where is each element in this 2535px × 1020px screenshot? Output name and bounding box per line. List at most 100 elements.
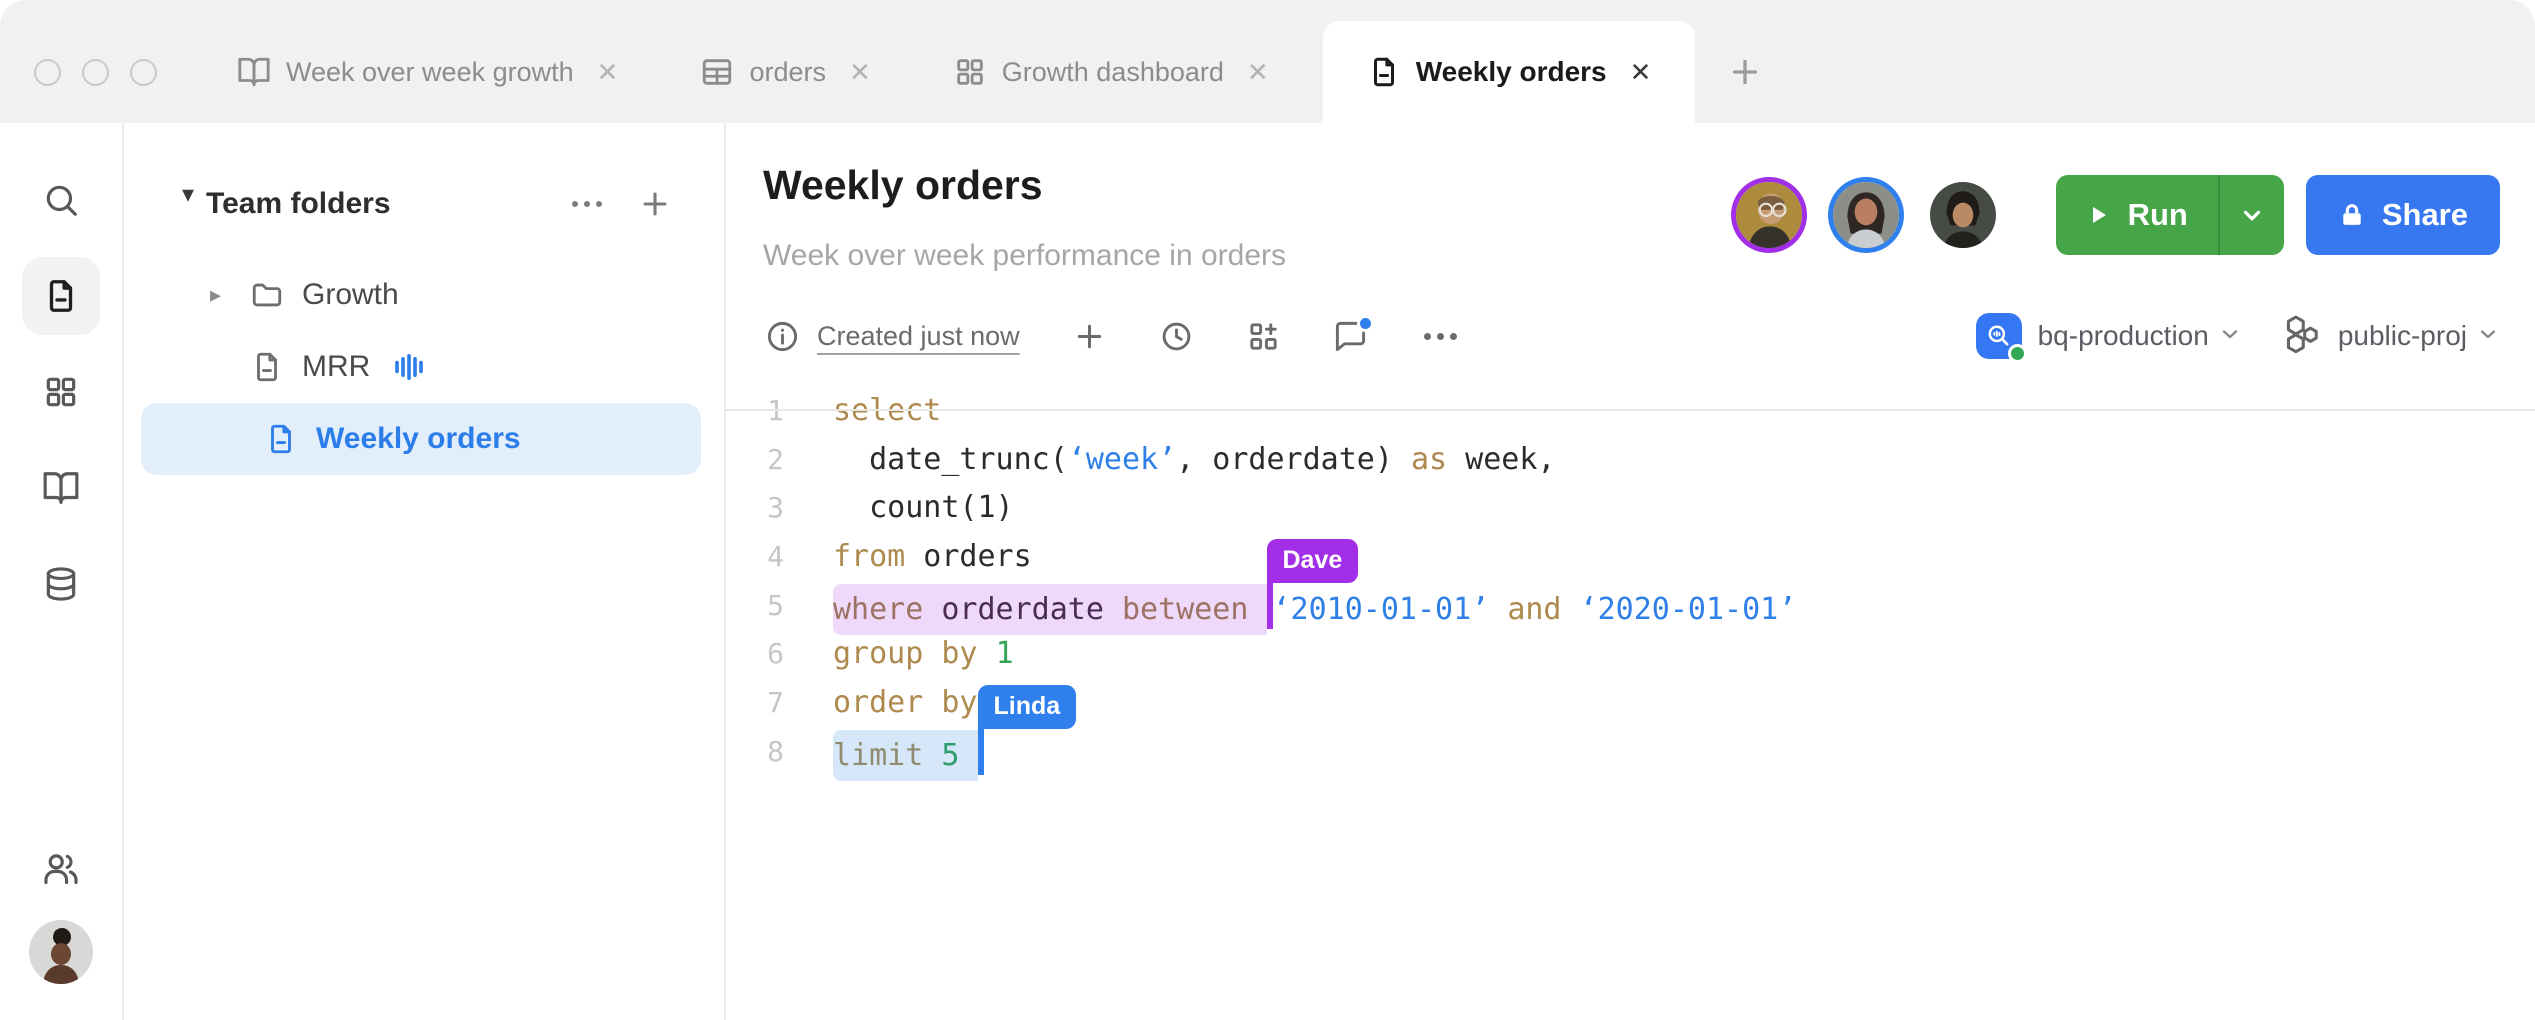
plus-icon [1077, 324, 1101, 348]
search-button[interactable] [22, 161, 100, 239]
chevron-down-icon[interactable]: ▾ [182, 181, 195, 208]
history-button[interactable] [1159, 319, 1194, 354]
tree-item-mrr[interactable]: MRR [124, 331, 724, 403]
code-token: count(1) [833, 490, 1014, 526]
activity-bars-icon [395, 353, 424, 381]
run-button[interactable]: Run [2056, 175, 2218, 255]
table-icon [703, 59, 732, 85]
line-number: 5 [767, 588, 784, 622]
grid-icon [46, 377, 76, 407]
tree-item-growth[interactable]: ▸ Growth [124, 259, 724, 331]
window-controls[interactable] [34, 21, 157, 123]
tab-bar: Week over week growth ✕ orders ✕ Growth … [0, 0, 2535, 123]
code-token [923, 729, 942, 781]
grid-plus-icon [1249, 322, 1277, 350]
code-line[interactable]: 3 count(1) [726, 484, 2535, 533]
code-line[interactable]: 8 limit 5 Linda [726, 684, 2535, 781]
project-name[interactable]: public-proj [2337, 320, 2467, 351]
library-button[interactable] [22, 449, 100, 527]
collaborator-avatars [1735, 182, 1996, 248]
unread-comments-badge [1356, 314, 1374, 332]
add-block-button[interactable] [1072, 319, 1107, 354]
current-user-avatar[interactable] [29, 920, 93, 984]
tab-growth-dashboard[interactable]: Growth dashboard ✕ [925, 21, 1297, 123]
comments-button[interactable] [1333, 314, 1374, 354]
dashboard-grid-icon [957, 59, 983, 85]
doc-subtitle[interactable]: Week over week performance in orders [763, 239, 1287, 272]
tree-header[interactable]: ▾ Team folders [124, 180, 724, 227]
code-line[interactable]: 1 select [726, 387, 2535, 436]
close-icon[interactable]: ✕ [596, 56, 619, 87]
tab-weekly-orders[interactable]: Weekly orders ✕ [1322, 21, 1696, 123]
chevron-down-icon[interactable] [2476, 322, 2500, 351]
tree-add-button[interactable] [638, 187, 672, 221]
avatar-linda[interactable] [1832, 182, 1899, 248]
line-number: 4 [767, 540, 784, 574]
doc-title[interactable]: Weekly orders [763, 162, 1043, 208]
created-status-link[interactable]: Created just now [817, 320, 1020, 351]
document-pane: Weekly orders Week over week performance… [726, 123, 2535, 1020]
close-icon[interactable]: ✕ [848, 56, 871, 87]
code-token: orders [905, 539, 1032, 575]
more-options-button[interactable] [1423, 332, 1457, 340]
folder-tree: ▾ Team folders ▸ Growth MRR [124, 123, 726, 1020]
code-line[interactable]: 2 date_trunc(‘week’, orderdate) as week, [726, 436, 2535, 485]
share-label: Share [2381, 197, 2468, 232]
share-button[interactable]: Share [2305, 175, 2500, 255]
window-close-control[interactable] [34, 58, 61, 86]
book-open-icon [43, 472, 79, 504]
chevron-down-icon[interactable] [2218, 322, 2242, 351]
tree-item-weekly-orders[interactable]: Weekly orders [141, 403, 701, 475]
new-tab-button[interactable] [1727, 21, 1763, 123]
code-area: 1 select 2 date_trunc(‘week’, orderdate) a… [726, 387, 2535, 781]
avatar-photo [1735, 182, 1802, 248]
collab-cursor-label-dave: Dave [1266, 538, 1359, 583]
members-button[interactable] [22, 830, 100, 908]
window-minimize-control[interactable] [82, 58, 109, 86]
code-text: order by [833, 679, 978, 728]
connection-controls: bq-production public-proj [1975, 313, 2500, 363]
code-text: limit 5 Linda [833, 684, 1077, 781]
code-line[interactable]: 4 from orders [726, 533, 2535, 582]
line-number: 3 [767, 491, 784, 525]
code-line[interactable]: 6 group by 1 [726, 630, 2535, 679]
collab-cursor-label-linda: Linda [977, 684, 1077, 729]
tree-header-label: Team folders [206, 186, 391, 220]
files-button[interactable] [22, 257, 100, 335]
line-number: 1 [767, 394, 784, 427]
apps-button[interactable] [22, 353, 100, 431]
code-token: , orderdate) [1176, 441, 1411, 477]
code-text: group by 1 [833, 630, 1014, 679]
avatar-photo [29, 920, 93, 984]
connection-name[interactable]: bq-production [2037, 320, 2209, 351]
database-button[interactable] [22, 545, 100, 623]
tab-week-over-week-growth[interactable]: Week over week growth ✕ [209, 21, 646, 123]
code-text: where orderdate between Dave ‘2010-01-01’… [833, 538, 1797, 635]
close-icon[interactable]: ✕ [1246, 56, 1269, 87]
tree-more-button[interactable] [572, 200, 602, 207]
avatar-user-3[interactable] [1929, 182, 1996, 248]
run-options-button[interactable] [2220, 175, 2284, 255]
avatar-dave[interactable] [1735, 182, 1802, 248]
code-token [1562, 592, 1580, 627]
code-text: select [833, 387, 941, 436]
code-line[interactable]: 5 where orderdate between Dave ‘2010-01-01… [726, 538, 2535, 635]
project-icon [2282, 314, 2322, 359]
line-number: 2 [767, 442, 784, 476]
code-line[interactable]: 7 order by [726, 679, 2535, 728]
line-number: 8 [767, 734, 784, 768]
close-icon[interactable]: ✕ [1629, 56, 1652, 87]
code-token: week, [1447, 441, 1556, 477]
sql-editor[interactable]: 1 select 2 date_trunc(‘week’, orderdate) a… [726, 364, 2535, 781]
code-token: ‘2020-01-01’ [1579, 591, 1797, 627]
database-icon [46, 567, 76, 601]
chevron-right-icon[interactable]: ▸ [210, 282, 222, 307]
file-icon [257, 352, 277, 382]
code-token [978, 636, 996, 671]
tab-orders[interactable]: orders ✕ [672, 21, 898, 123]
window-zoom-control[interactable] [130, 58, 157, 86]
info-icon[interactable] [765, 319, 800, 354]
add-to-dashboard-button[interactable] [1246, 319, 1281, 354]
code-token: ‘week’ [1067, 441, 1177, 477]
code-token: date_trunc( [833, 441, 1068, 477]
